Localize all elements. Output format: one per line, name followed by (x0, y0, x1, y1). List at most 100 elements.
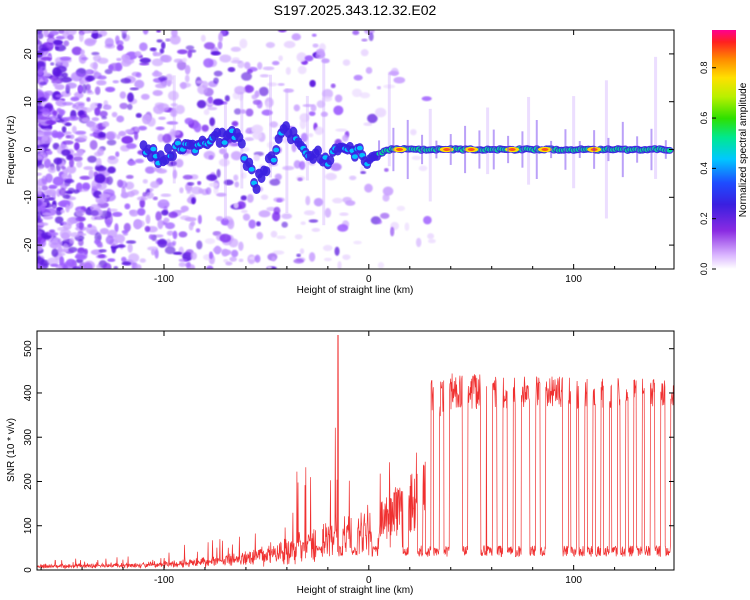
heatmap-blob (190, 186, 203, 195)
ridge-core (351, 154, 358, 159)
heatmap-blob (153, 104, 165, 115)
heatmap-blob (49, 184, 58, 188)
heatmap-blob (164, 246, 176, 255)
heatmap-blob (52, 176, 65, 186)
heatmap-blob (230, 46, 242, 52)
heatmap-blob (55, 94, 64, 98)
heatmap-blob (47, 231, 59, 237)
heatmap-blob (105, 218, 112, 228)
spectrogram-x-tick-label: 100 (565, 274, 582, 285)
heatmap-blob (297, 177, 303, 182)
heatmap-blob (136, 196, 148, 201)
heatmap-blob (37, 115, 44, 119)
heatmap-blob (144, 166, 156, 174)
heatmap-blob (178, 262, 186, 268)
heatmap-blob (94, 107, 101, 116)
ridge-core (359, 152, 366, 158)
heatmap-blob (281, 221, 288, 228)
heatmap-blob (126, 240, 137, 244)
heatmap-blob (51, 130, 59, 138)
heatmap-blob (257, 61, 263, 70)
heatmap-blob (233, 108, 242, 115)
heatmap-blob (208, 251, 214, 260)
heatmap-blob (60, 76, 73, 83)
heatmap-blob (107, 258, 116, 263)
heatmap-blob (123, 222, 131, 232)
heatmap-blob (421, 96, 432, 102)
heatmap-blob (259, 74, 270, 78)
heatmap-blob (40, 239, 47, 247)
heatmap-blob (129, 209, 136, 215)
heatmap-blob (104, 37, 114, 48)
figure-title: S197.2025.343.12.32.E02 (274, 2, 437, 18)
heatmap-blob (105, 131, 117, 140)
heatmap-blob (185, 262, 191, 268)
heatmap-blob (203, 109, 210, 116)
heatmap-blob (213, 70, 223, 77)
heatmap-blob (93, 72, 102, 79)
heatmap-blob (81, 117, 90, 123)
heatmap-blob (120, 30, 129, 34)
heatmap-blob (172, 251, 183, 255)
ridge-hotspot-core (396, 148, 404, 151)
heatmap-blob (152, 90, 163, 97)
heatmap-blob (49, 30, 60, 36)
heatmap-blob (116, 57, 122, 62)
heatmap-blob (265, 100, 271, 110)
heatmap-blob (73, 142, 80, 151)
ridge-outer (252, 184, 261, 195)
heatmap-blob (396, 205, 406, 212)
heatmap-blob (252, 131, 263, 140)
heatmap-blob (37, 199, 43, 207)
heatmap-blob (96, 80, 107, 86)
heatmap-blob (87, 223, 93, 228)
heatmap-blob (254, 254, 261, 263)
heatmap-blob (51, 118, 61, 122)
heatmap-blob (105, 235, 115, 245)
ridge-outer (326, 155, 335, 166)
heatmap-blob (281, 213, 293, 220)
heatmap-blob (38, 147, 45, 154)
heatmap-blob (158, 75, 168, 82)
heatmap-blob (74, 130, 87, 135)
snr-y-axis-label: SNR (10 * v/v) (6, 418, 17, 482)
heatmap-blob (61, 221, 67, 225)
heatmap-blob (312, 43, 319, 48)
heatmap-blob (234, 85, 246, 95)
heatmap-blob (64, 179, 75, 184)
heatmap-blob (297, 65, 307, 75)
heatmap-blob (51, 78, 63, 85)
heatmap-blob (147, 246, 159, 251)
heatmap-blob (244, 85, 254, 93)
heatmap-blob (175, 158, 184, 168)
heatmap-blob (43, 30, 49, 38)
heatmap-blob (121, 59, 132, 67)
heatmap-blob (243, 61, 251, 70)
heatmap-blob (240, 109, 246, 114)
heatmap-blob (342, 254, 351, 260)
heatmap-blob (91, 117, 100, 122)
heatmap-blob (178, 231, 188, 238)
heatmap-blob (184, 117, 194, 125)
heatmap-blob (134, 126, 139, 133)
heatmap-blob (78, 232, 87, 237)
heatmap-blob (168, 211, 178, 219)
heatmap-blob (140, 93, 150, 100)
heatmap-blob (248, 219, 256, 229)
heatmap-blob (139, 42, 148, 52)
heatmap-blob (349, 175, 357, 181)
heatmap-blob (97, 244, 104, 248)
heatmap-blob (57, 201, 67, 206)
heatmap-blob (43, 158, 52, 169)
heatmap-blob (266, 265, 273, 269)
heatmap-blob (114, 223, 119, 233)
heatmap-blob (236, 201, 246, 210)
heatmap-blob (119, 102, 129, 110)
heatmap-blob (78, 85, 84, 93)
heatmap-blob (61, 149, 71, 157)
heatmap-blob (240, 195, 248, 201)
heatmap-blob (121, 256, 127, 263)
ridge-core (248, 167, 255, 172)
heatmap-blob (155, 126, 165, 131)
